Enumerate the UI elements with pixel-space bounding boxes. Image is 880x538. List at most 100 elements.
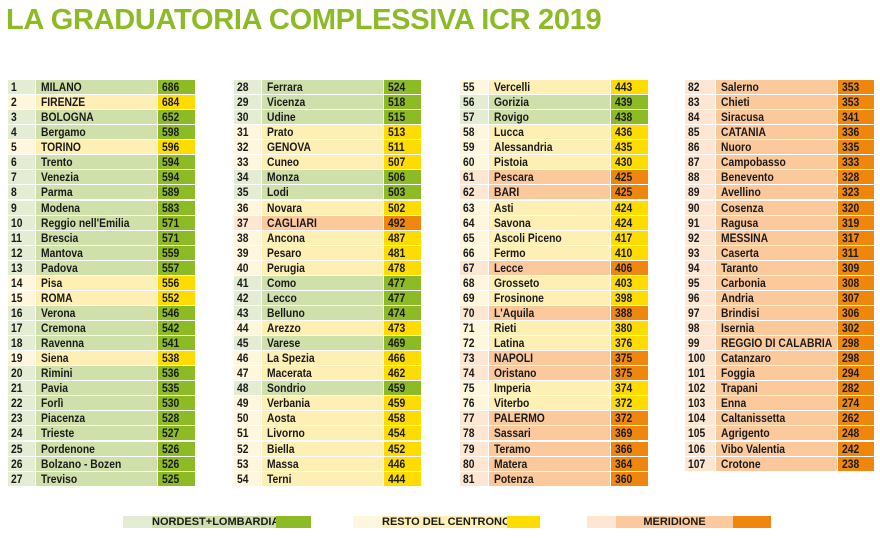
rank-cell-text: 74 xyxy=(463,366,475,381)
score-cell: 507 xyxy=(384,155,421,170)
rank-cell: 31 xyxy=(234,125,261,140)
score-cell-text: 366 xyxy=(615,441,633,456)
city-name-cell: ROMA xyxy=(36,290,157,305)
city-name-cell: PALERMO xyxy=(489,411,610,426)
score-cell: 336 xyxy=(838,125,874,140)
rank-cell: 94 xyxy=(685,260,715,275)
score-cell-text: 525 xyxy=(162,471,180,486)
city-name-cell: Livorno xyxy=(262,426,383,441)
rank-cell-text: 92 xyxy=(688,230,700,245)
score-cell-text: 571 xyxy=(162,230,180,245)
score-cell-text: 444 xyxy=(388,471,406,486)
table-row: 49 Verbania 459 xyxy=(234,396,421,411)
city-name-cell-text: MESSINA xyxy=(721,230,769,245)
rank-cell: 4 xyxy=(8,125,35,140)
rank-cell: 49 xyxy=(234,396,261,411)
rank-cell-text: 25 xyxy=(11,441,23,456)
rank-cell-text: 96 xyxy=(688,290,700,305)
rank-cell-text: 14 xyxy=(11,275,23,290)
score-cell: 552 xyxy=(158,290,195,305)
score-cell: 360 xyxy=(611,471,648,486)
score-cell-text: 238 xyxy=(842,456,860,471)
table-row: 25 Pordenone 526 xyxy=(8,441,195,456)
table-row: 87 Campobasso 333 xyxy=(685,155,874,170)
city-name-cell: Fermo xyxy=(489,245,610,260)
city-name-cell: Modena xyxy=(36,200,157,215)
city-name-cell-text: Macerata xyxy=(267,366,312,381)
table-row: 90 Cosenza 320 xyxy=(685,200,874,215)
city-name-cell-text: NAPOLI xyxy=(494,351,533,366)
city-name-cell-text: BARI xyxy=(494,185,520,200)
table-row: 59 Alessandria 435 xyxy=(460,140,648,155)
city-name-cell-text: FIRENZE xyxy=(41,95,86,110)
score-cell-text: 328 xyxy=(842,170,860,185)
legend-swatch-light xyxy=(123,516,152,528)
table-row: 32 GENOVA 511 xyxy=(234,140,421,155)
rank-cell-text: 47 xyxy=(237,366,249,381)
city-name-cell-text: Grosseto xyxy=(494,275,540,290)
rank-cell: 60 xyxy=(460,155,488,170)
table-row: 54 Terni 444 xyxy=(234,471,421,486)
rank-cell-text: 72 xyxy=(463,336,475,351)
city-name-cell: Cremona xyxy=(36,321,157,335)
city-name-cell: Rieti xyxy=(489,321,610,335)
rank-cell-text: 22 xyxy=(11,396,23,411)
table-row: 51 Livorno 454 xyxy=(234,426,421,441)
score-cell: 459 xyxy=(384,396,421,411)
city-name-cell: Piacenza xyxy=(36,411,157,426)
table-row: 13 Padova 557 xyxy=(8,260,195,275)
rank-cell-text: 32 xyxy=(237,140,249,155)
score-cell-text: 353 xyxy=(842,80,860,94)
score-cell: 309 xyxy=(838,260,874,275)
score-cell-text: 477 xyxy=(388,275,406,290)
table-row: 62 BARI 425 xyxy=(460,185,648,200)
rank-cell-text: 55 xyxy=(463,80,475,94)
score-cell-text: 372 xyxy=(615,396,633,411)
score-cell: 535 xyxy=(158,381,195,396)
score-cell: 594 xyxy=(158,155,195,170)
score-cell: 333 xyxy=(838,155,874,170)
table-row: 36 Novara 502 xyxy=(234,200,421,215)
score-cell-text: 503 xyxy=(388,185,406,200)
rank-cell-text: 45 xyxy=(237,336,249,351)
score-cell: 528 xyxy=(158,411,195,426)
rank-cell: 30 xyxy=(234,110,261,125)
score-cell: 298 xyxy=(838,351,874,366)
rank-cell: 17 xyxy=(8,321,35,335)
city-name-cell: Asti xyxy=(489,200,610,215)
rank-cell-text: 101 xyxy=(688,366,706,381)
city-name-cell-text: Lucca xyxy=(494,125,524,140)
table-row: 79 Teramo 366 xyxy=(460,441,648,456)
score-cell-text: 571 xyxy=(162,215,180,230)
rank-cell: 66 xyxy=(460,245,488,260)
score-cell-text: 557 xyxy=(162,260,180,275)
rank-cell: 70 xyxy=(460,305,488,320)
score-cell-text: 376 xyxy=(615,336,633,351)
rank-cell-text: 103 xyxy=(688,396,706,411)
city-name-cell: Lecce xyxy=(489,260,610,275)
city-name-cell-text: Brescia xyxy=(41,230,79,245)
city-name-cell-text: Caserta xyxy=(721,245,759,260)
score-cell: 372 xyxy=(611,396,648,411)
table-row: 75 Imperia 374 xyxy=(460,381,648,396)
city-name-cell-text: Belluno xyxy=(267,305,305,320)
rank-cell: 67 xyxy=(460,260,488,275)
city-name-cell: Treviso xyxy=(36,471,157,486)
score-cell: 380 xyxy=(611,321,648,335)
city-name-cell: Perugia xyxy=(262,260,383,275)
rank-cell-text: 34 xyxy=(237,170,249,185)
table-row: 107 Crotone 238 xyxy=(685,456,874,471)
table-row: 83 Chieti 353 xyxy=(685,95,874,110)
rank-cell-text: 75 xyxy=(463,381,475,396)
rank-cell-text: 6 xyxy=(11,155,17,170)
score-cell: 473 xyxy=(384,321,421,335)
city-name-cell-text: Frosinone xyxy=(494,290,544,305)
city-name-cell: Ferrara xyxy=(262,80,383,94)
city-name-cell: Pavia xyxy=(36,381,157,396)
rank-cell-text: 76 xyxy=(463,396,475,411)
rank-cell-text: 100 xyxy=(688,351,706,366)
table-row: 74 Oristano 375 xyxy=(460,366,648,381)
score-cell: 530 xyxy=(158,396,195,411)
city-name-cell-text: Pistoia xyxy=(494,155,528,170)
rank-cell-text: 77 xyxy=(463,411,475,426)
